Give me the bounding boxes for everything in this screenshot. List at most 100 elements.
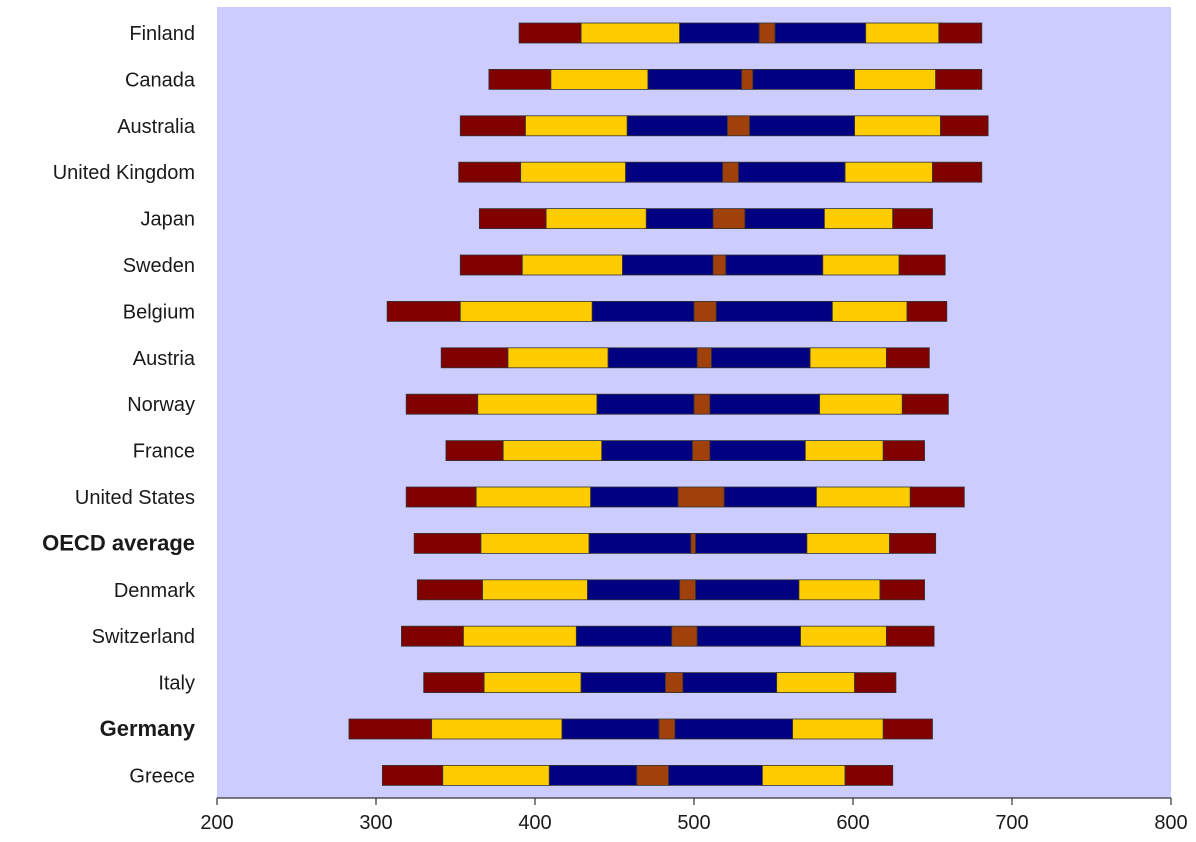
category-label-belgium: Belgium [123,301,195,323]
bar-segment-germany-mean-ci [658,718,676,740]
bar-segment-sweden-p90-p95 [898,254,946,276]
bar-segment-australia-p75-p90 [854,115,941,137]
x-tick-label-800: 800 [1154,812,1187,834]
bar-segment-france-p25-mean-low [601,440,693,462]
bar-segment-japan-p10-p25 [545,208,647,230]
bar-segment-denmark-p25-mean-low [587,579,681,601]
bar-segment-united-kingdom-p5-p10 [458,161,522,183]
bar-segment-canada-p25-mean-low [647,69,743,90]
bar-row-sweden [459,254,946,276]
bar-segment-japan-p90-p95 [892,208,933,230]
bar-segment-switzerland-p10-p25 [463,625,577,647]
bar-segment-italy-p90-p95 [854,672,897,693]
bar-segment-finland-p75-p90 [865,22,940,44]
category-label-sweden: Sweden [123,255,195,277]
bar-segment-united-states-p25-mean-low [590,486,679,508]
bar-segment-united-states-p75-p90 [816,486,911,508]
category-label-oecd-average: OECD average [42,530,195,555]
bar-segment-denmark-mean-high-p75 [695,579,800,601]
bar-row-canada [488,69,983,90]
category-label-switzerland: Switzerland [92,626,195,648]
bar-row-australia [459,115,989,137]
bar-segment-germany-p90-p95 [882,718,933,740]
bar-segment-oecd-average-p90-p95 [889,533,937,554]
bar-row-finland [518,22,983,44]
bar-segment-norway-p10-p25 [477,393,598,415]
bar-segment-norway-p90-p95 [901,393,949,415]
bar-segment-germany-p10-p25 [431,718,563,740]
bar-segment-france-mean-ci [692,440,711,462]
bar-segment-finland-p5-p10 [518,22,582,44]
category-label-france: France [133,441,195,463]
bar-segment-france-p10-p25 [502,440,603,462]
bar-segment-sweden-p10-p25 [521,254,623,276]
bar-segment-norway-p75-p90 [819,393,903,415]
bar-segment-australia-mean-high-p75 [749,115,855,137]
category-label-italy: Italy [158,673,195,695]
bar-segment-canada-p75-p90 [854,69,937,90]
bar-segment-sweden-p5-p10 [459,254,523,276]
category-label-japan: Japan [141,209,196,231]
bar-segment-switzerland-p90-p95 [885,625,935,647]
bar-segment-canada-p10-p25 [550,69,649,90]
bar-segment-australia-p90-p95 [940,115,989,137]
bar-segment-united-kingdom-p90-p95 [932,161,983,183]
bar-segment-denmark-p75-p90 [798,579,881,601]
bar-segment-greece-p5-p10 [381,765,444,786]
bar-segment-belgium-p10-p25 [459,300,593,322]
bar-segment-germany-p25-mean-low [561,718,660,740]
bar-segment-norway-mean-ci [693,393,711,415]
bar-segment-germany-p5-p10 [348,718,433,740]
bar-row-greece [381,765,894,786]
bar-segment-italy-p5-p10 [423,672,485,693]
bar-segment-greece-p25-mean-low [548,765,638,786]
bar-row-japan [478,208,933,230]
bar-segment-oecd-average-mean-high-p75 [695,533,808,554]
bar-segment-canada-p5-p10 [488,69,552,90]
bar-segment-japan-mean-high-p75 [744,208,825,230]
bar-segment-greece-p90-p95 [844,765,894,786]
bar-segment-united-kingdom-mean-ci [722,161,739,183]
x-tick-label-700: 700 [995,812,1028,834]
bar-segment-finland-mean-ci [758,22,776,44]
bar-segment-canada-mean-ci [741,69,754,90]
bar-segment-denmark-p10-p25 [482,579,588,601]
bar-segment-france-mean-high-p75 [709,440,806,462]
bar-segment-sweden-p75-p90 [822,254,900,276]
bar-segment-finland-p10-p25 [580,22,681,44]
bar-segment-japan-p5-p10 [478,208,547,230]
bar-segment-sweden-mean-ci [712,254,727,276]
x-tick-label-400: 400 [518,812,551,834]
bar-segment-united-kingdom-p75-p90 [844,161,933,183]
bar-segment-austria-p10-p25 [507,347,609,369]
bar-segment-austria-p5-p10 [440,347,509,369]
category-label-finland: Finland [129,23,195,45]
category-label-united-states: United States [75,487,195,509]
bar-row-austria [440,347,930,369]
bar-segment-greece-mean-ci [636,765,669,786]
bar-segment-denmark-p90-p95 [879,579,925,601]
bar-segment-united-states-mean-ci [677,486,725,508]
bar-row-denmark [416,579,925,601]
bar-segment-sweden-p25-mean-low [622,254,714,276]
bar-row-france [445,440,925,462]
bar-row-united-states [405,486,965,508]
bar-row-italy [423,672,897,693]
bar-segment-germany-mean-high-p75 [674,718,793,740]
bar-segment-belgium-p90-p95 [906,300,948,322]
bar-segment-united-kingdom-mean-high-p75 [738,161,846,183]
x-axis: 200 300 400 500 600 700 800 [200,797,1188,834]
bar-segment-oecd-average-p75-p90 [806,533,890,554]
bar-row-germany [348,718,933,740]
bar-segment-japan-mean-ci [712,208,746,230]
bar-segment-australia-mean-ci [726,115,751,137]
bar-segment-sweden-mean-high-p75 [725,254,824,276]
x-tick-label-500: 500 [677,812,710,834]
bar-row-norway [405,393,949,415]
bar-segment-denmark-p5-p10 [416,579,483,601]
x-tick-label-300: 300 [359,812,392,834]
bar-segment-norway-p25-mean-low [596,393,695,415]
bar-segment-canada-p90-p95 [935,69,983,90]
category-label-denmark: Denmark [114,580,196,602]
bar-segment-united-kingdom-p10-p25 [520,161,627,183]
